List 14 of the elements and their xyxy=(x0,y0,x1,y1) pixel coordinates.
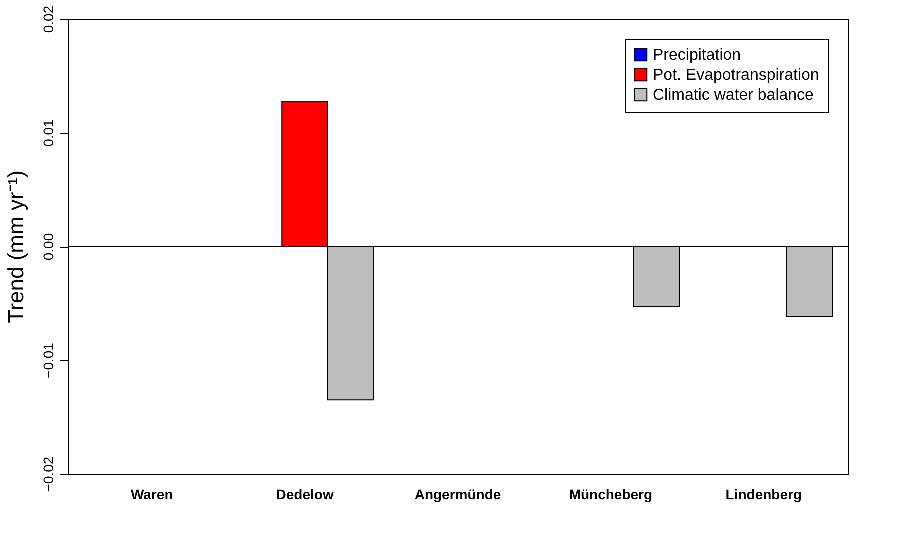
x-tick-label: Müncheberg xyxy=(569,486,653,502)
legend-label: Pot. Evapotranspiration xyxy=(653,67,820,84)
y-axis-title: Trend (mm yr⁻¹) xyxy=(4,170,28,324)
legend-label: Climatic water balance xyxy=(653,87,814,104)
x-tick-label: Dedelow xyxy=(276,486,334,502)
x-tick-label: Waren xyxy=(130,486,174,502)
y-tick-label: −0.02 xyxy=(40,456,56,492)
y-tick-label: 0.02 xyxy=(40,6,56,34)
x-tick-label: Lindenberg xyxy=(726,486,802,502)
x-tick-label: Angermünde xyxy=(414,486,502,502)
y-tick-label: 0.00 xyxy=(40,233,56,261)
y-tick-label: 0.01 xyxy=(40,119,56,147)
y-tick-label: −0.01 xyxy=(40,342,56,378)
legend-label: Precipitation xyxy=(653,47,742,64)
